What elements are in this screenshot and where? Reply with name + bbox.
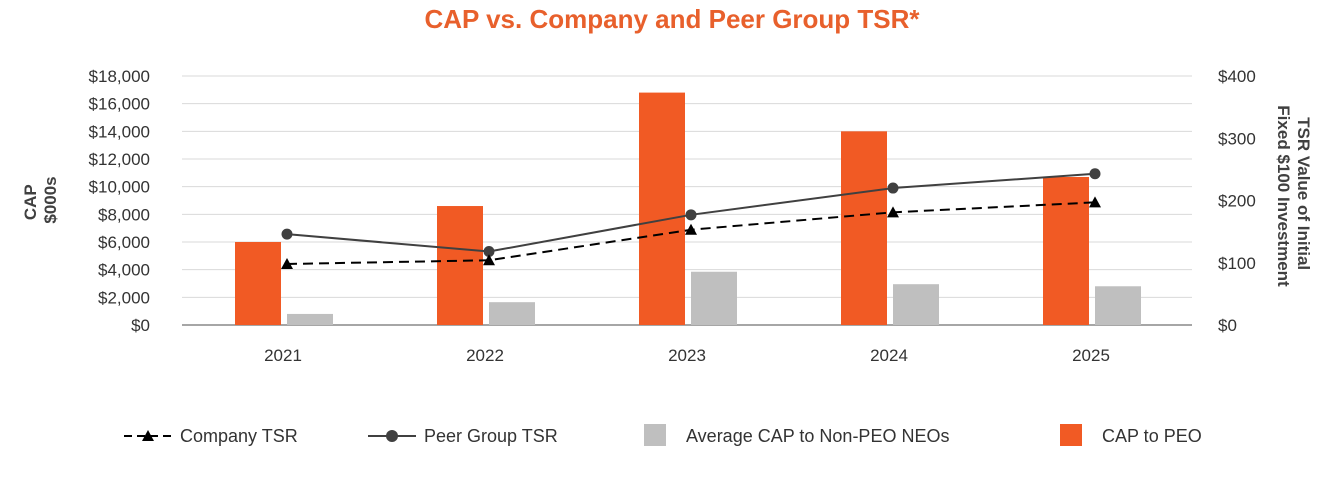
y2-axis-title: TSR Value of Initial Fixed $100 Investme… (1274, 105, 1313, 287)
legend-average-cap-neo-label: Average CAP to Non-PEO NEOs (686, 426, 949, 446)
legend-triangle-marker-icon (142, 430, 154, 441)
legend-peo-swatch (1060, 424, 1082, 446)
lines (281, 168, 1101, 269)
x-tick-label: 2025 (1072, 346, 1110, 365)
y2-tick-label: $200 (1218, 192, 1256, 211)
bars (235, 92, 1141, 325)
y-tick-label: $8,000 (98, 205, 150, 224)
x-tick-label: 2022 (466, 346, 504, 365)
cap-to-peo-bar (1043, 176, 1089, 325)
y-tick-label: $4,000 (98, 261, 150, 280)
average-cap-neo-bar (691, 271, 737, 325)
company-tsr-point (685, 223, 697, 235)
y-tick-label: $12,000 (89, 150, 150, 169)
average-cap-neo-bar (489, 302, 535, 325)
legend-circle-marker-icon (386, 430, 398, 442)
y-tick-label: $10,000 (89, 178, 150, 197)
chart-title: CAP vs. Company and Peer Group TSR* (424, 4, 920, 34)
cap-to-peo-bar (235, 242, 281, 325)
company-tsr-point (483, 254, 495, 266)
y-axis-title-line-1: CAP (21, 185, 40, 221)
y-tick-label: $18,000 (89, 67, 150, 86)
company-tsr-point (887, 206, 899, 218)
x-tick-label: 2021 (264, 346, 302, 365)
cap-to-peo-bar (639, 92, 685, 325)
peer-group-tsr-point (483, 246, 495, 258)
y2-tick-label: $0 (1218, 316, 1237, 335)
legend-company-tsr-label: Company TSR (180, 426, 298, 446)
company-tsr-point (281, 257, 293, 269)
peer-group-tsr-point (887, 182, 899, 194)
legend-cap-to-peo-label: CAP to PEO (1102, 426, 1202, 446)
peer-group-tsr-point (281, 228, 293, 240)
y-axis-title-line-2: $000s (41, 176, 60, 223)
peer-group-tsr-point (1089, 168, 1101, 180)
y2-axis-title-line-1: TSR Value of Initial (1294, 117, 1313, 270)
average-cap-neo-bar (893, 284, 939, 325)
x-tick-label: 2024 (870, 346, 908, 365)
y2-tick-label: $300 (1218, 129, 1256, 148)
legend-neo-swatch (644, 424, 666, 446)
y2-tick-label: $400 (1218, 67, 1256, 86)
legend-item-company-tsr: Company TSR (124, 426, 298, 446)
cap-to-peo-bar (841, 131, 887, 325)
y-axis-title: CAP $000s (21, 176, 60, 223)
peer-group-tsr-point (685, 209, 697, 221)
x-axis-ticks: 2021 2022 2023 2024 2025 (264, 346, 1110, 365)
average-cap-neo-bar (1095, 286, 1141, 325)
y2-tick-label: $100 (1218, 254, 1256, 273)
y-tick-label: $14,000 (89, 122, 150, 141)
cap-to-peo-bar (437, 206, 483, 325)
y-tick-label: $2,000 (98, 288, 150, 307)
x-tick-label: 2023 (668, 346, 706, 365)
legend-item-average-cap-neo: Average CAP to Non-PEO NEOs (644, 424, 949, 446)
y2-axis-title-line-2: Fixed $100 Investment (1274, 105, 1293, 287)
company-tsr-point (1089, 196, 1101, 208)
average-cap-neo-bar (287, 313, 333, 325)
y-tick-label: $16,000 (89, 95, 150, 114)
legend-item-cap-to-peo: CAP to PEO (1060, 424, 1202, 446)
y-axis-ticks: $0 $2,000 $4,000 $6,000 $8,000 $10,000 $12,000… (89, 67, 150, 335)
y2-axis-ticks: $0 $100 $200 $300 $400 (1218, 67, 1256, 335)
legend-item-peer-group-tsr: Peer Group TSR (368, 426, 558, 446)
legend-peer-group-tsr-label: Peer Group TSR (424, 426, 558, 446)
y-tick-label: $0 (131, 316, 150, 335)
y-tick-label: $6,000 (98, 233, 150, 252)
legend: Company TSR Peer Group TSR Average CAP t… (124, 424, 1202, 446)
grid (182, 75, 1192, 326)
